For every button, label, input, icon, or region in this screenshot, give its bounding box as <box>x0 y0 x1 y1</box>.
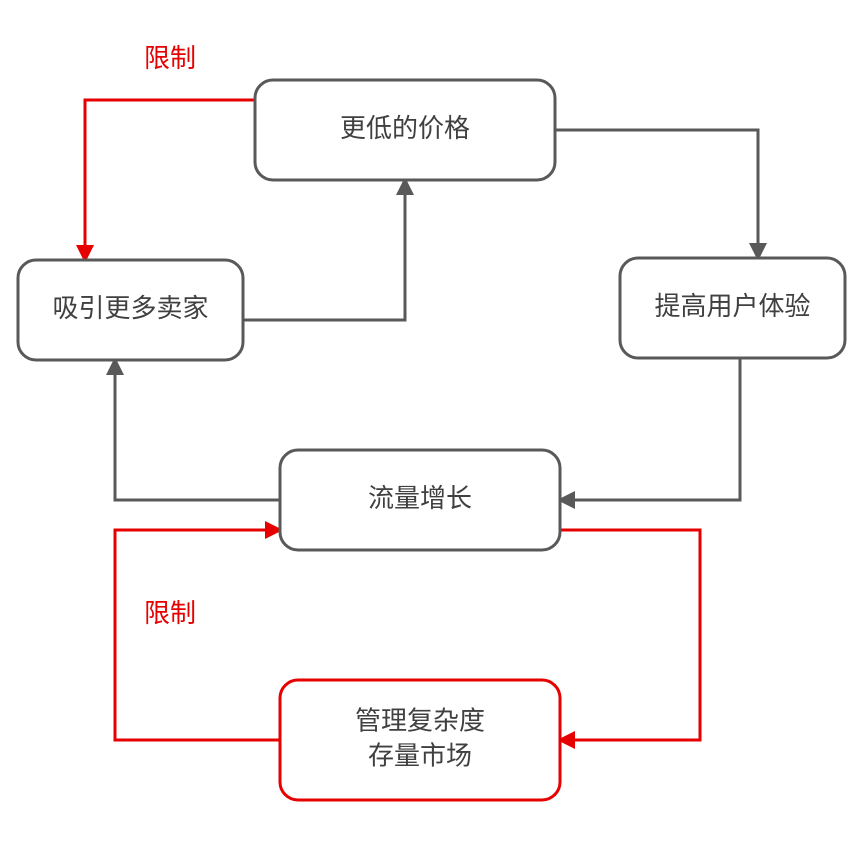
nodes: 更低的价格吸引更多卖家 提高用户体验流量增长管理复杂度存量市场 <box>18 80 845 800</box>
node-label-attract_sellers: 吸引更多卖家 <box>52 293 208 323</box>
edge-e_sellers_to_price <box>243 180 405 320</box>
node-label-traffic_growth: 流量增长 <box>368 483 472 513</box>
node-complexity: 管理复杂度存量市场 <box>280 680 560 800</box>
edge-e_ux_to_traffic <box>560 358 740 500</box>
node-improve_ux: 提高用户体验 <box>620 258 845 358</box>
edge-e_traffic_to_complexity <box>560 530 700 740</box>
node-label-improve_ux: 提高用户体验 <box>654 291 810 321</box>
node-traffic_growth: 流量增长 <box>280 450 560 550</box>
node-label-lower_price: 更低的价格 <box>340 113 470 143</box>
edge-label-e_complexity_to_traffic: 限制 <box>144 598 196 628</box>
edge-label-e_price_to_sellers_limit: 限制 <box>144 43 196 73</box>
flowchart-canvas: 限制限制更低的价格吸引更多卖家提高用户体验流量增长管理复杂度存量市场 <box>0 0 865 854</box>
edge-e_price_to_sellers_limit <box>85 100 255 260</box>
node-attract_sellers: 吸引更多卖家 <box>18 260 243 360</box>
edge-e_price_to_ux <box>555 130 758 258</box>
edge-e_complexity_to_traffic <box>115 530 280 740</box>
edge-e_traffic_to_sellers <box>115 360 280 500</box>
node-lower_price: 更低的价格 <box>255 80 555 180</box>
